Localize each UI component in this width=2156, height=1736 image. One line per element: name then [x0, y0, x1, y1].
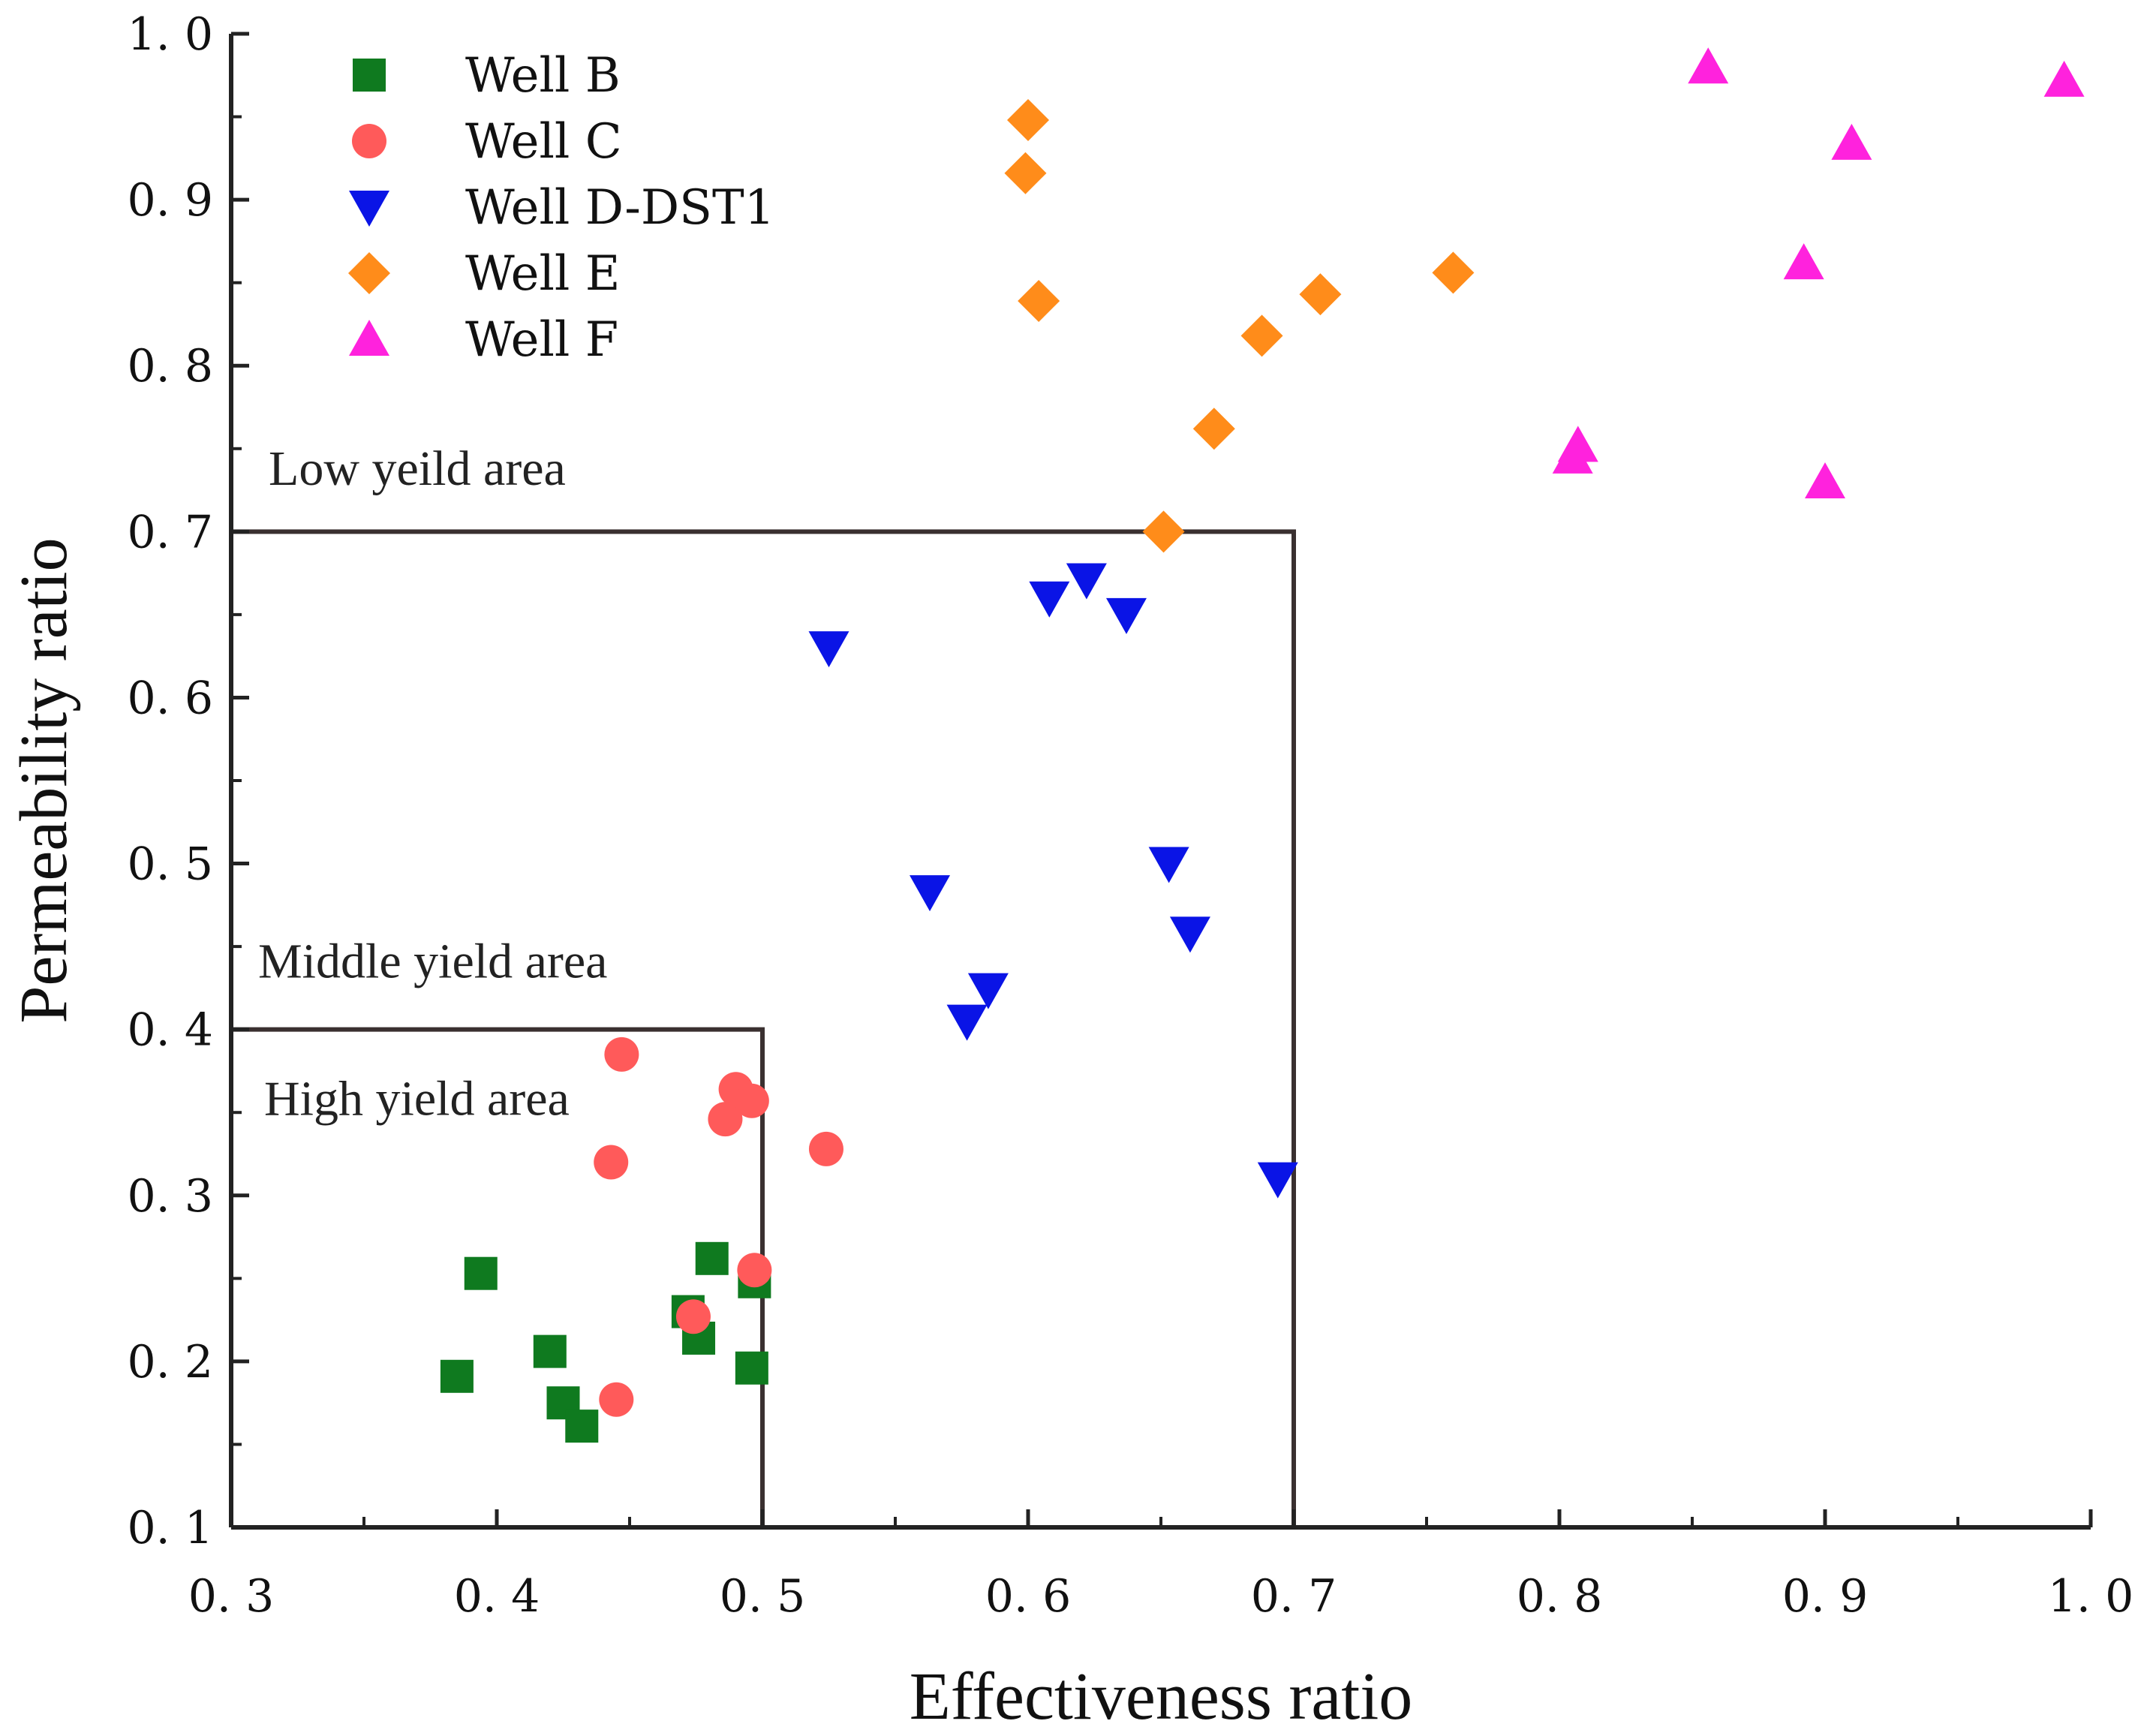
legend-marker-well-e: [348, 252, 390, 294]
x-tick-label: 0. 7: [1251, 1570, 1337, 1623]
x-tick-label: 0. 9: [1782, 1570, 1869, 1623]
y-tick-label: 0. 9: [128, 174, 214, 227]
yield-regions: High yield area Middle yield area Low yeil…: [231, 441, 1296, 1527]
point-well-e: [1299, 273, 1342, 316]
legend-label-well-d-dst1: Well D-DST1: [465, 180, 774, 236]
x-axis-title: Effectiveness ratio: [910, 1659, 1413, 1734]
x-tick-label: 0. 8: [1517, 1570, 1603, 1623]
x-tick-label: 0. 3: [188, 1570, 275, 1623]
point-well-d-dst1: [1029, 581, 1070, 618]
region-label-low-yeild-area: Low yeild area: [269, 441, 566, 496]
legend-marker-well-c: [352, 124, 386, 158]
legend-marker-well-b: [353, 59, 386, 92]
x-tick-label: 1. 0: [2048, 1570, 2134, 1623]
point-well-d-dst1: [1257, 1162, 1298, 1199]
point-well-c: [808, 1131, 843, 1166]
data-points: [440, 47, 2085, 1443]
point-well-e: [1018, 279, 1060, 322]
point-well-d-dst1: [967, 973, 1009, 1009]
axes: 0. 3 0. 4 0. 5 0. 6 0. 7 0. 8 0. 9 1. 0 0. 1 0. 2…: [128, 8, 2134, 1623]
y-axis-title: Permeability ratio: [7, 537, 81, 1023]
point-well-c: [594, 1145, 629, 1180]
point-well-c: [675, 1299, 711, 1334]
point-well-c: [599, 1382, 634, 1417]
region-label-high-yield-area: High yield area: [264, 1071, 570, 1126]
y-tick-label: 0. 4: [128, 1004, 214, 1057]
y-tick-label: 0. 3: [128, 1170, 214, 1223]
legend-marker-well-f: [349, 320, 389, 356]
point-well-d-dst1: [1148, 847, 1189, 883]
point-well-c: [734, 1083, 769, 1118]
point-well-e: [1004, 152, 1047, 194]
point-well-d-dst1: [910, 875, 951, 912]
y-tick-label: 0. 5: [128, 838, 214, 891]
point-well-d-dst1: [1066, 563, 1107, 600]
point-well-e: [1240, 314, 1283, 357]
y-tick-label: 0. 2: [128, 1336, 214, 1388]
point-well-e: [1142, 510, 1185, 553]
legend: Well B Well C Well D-DST1 Well E Well F: [348, 48, 774, 368]
point-well-b: [464, 1256, 498, 1290]
point-well-e: [1432, 251, 1475, 294]
point-well-e: [1007, 98, 1049, 141]
point-well-c: [737, 1253, 772, 1288]
y-tick-label: 0. 6: [128, 672, 214, 724]
region-label-middle-yield-area: Middle yield area: [258, 934, 607, 988]
point-well-c: [708, 1102, 743, 1137]
region-boundary: [231, 529, 1296, 1527]
point-well-b: [440, 1359, 474, 1393]
legend-label-well-c: Well C: [465, 114, 622, 170]
point-well-c: [604, 1036, 639, 1072]
x-tick-label: 0. 4: [454, 1570, 540, 1623]
point-well-d-dst1: [808, 631, 849, 668]
y-tick-label: 0. 7: [128, 506, 214, 558]
point-well-d-dst1: [1169, 916, 1210, 953]
point-well-f: [1688, 47, 1729, 84]
legend-label-well-b: Well B: [465, 48, 621, 104]
point-well-e: [1192, 408, 1235, 450]
legend-label-well-e: Well E: [465, 246, 620, 302]
y-tick-label: 0. 1: [128, 1502, 214, 1554]
y-tick-label: 0. 8: [128, 340, 214, 393]
point-well-b: [735, 1351, 768, 1385]
x-tick-label: 0. 6: [985, 1570, 1072, 1623]
legend-marker-well-d-dst1: [349, 191, 389, 227]
point-well-f: [1557, 426, 1598, 462]
point-well-f: [1783, 243, 1824, 280]
point-well-b: [695, 1241, 729, 1275]
point-well-f: [2043, 60, 2085, 97]
point-well-b: [533, 1334, 567, 1368]
x-tick-label: 0. 5: [720, 1570, 806, 1623]
y-tick-label: 1. 0: [128, 8, 214, 61]
point-well-d-dst1: [946, 1004, 988, 1041]
point-well-d-dst1: [1105, 597, 1147, 634]
point-well-f: [1805, 462, 1845, 498]
point-well-b: [565, 1410, 599, 1443]
legend-label-well-f: Well F: [465, 312, 618, 368]
point-well-f: [1831, 123, 1872, 160]
